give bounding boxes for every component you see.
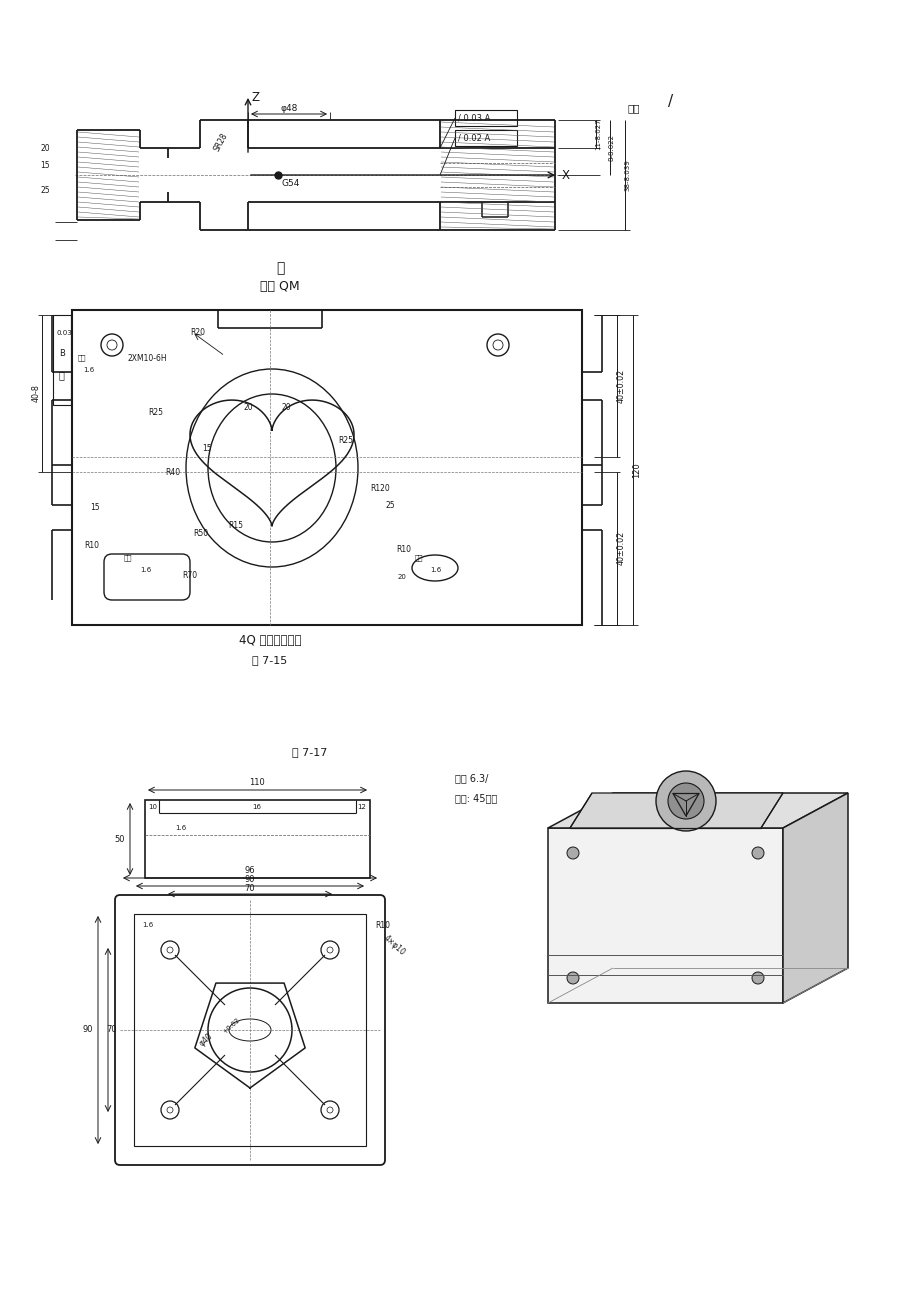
- Polygon shape: [548, 794, 847, 827]
- Text: R10: R10: [375, 921, 390, 929]
- Text: 1.6: 1.6: [83, 367, 94, 373]
- Text: ⧖: ⧖: [58, 369, 63, 380]
- Text: SR28: SR28: [211, 131, 229, 154]
- Text: R20: R20: [190, 328, 205, 337]
- Text: R120: R120: [369, 484, 390, 493]
- Text: 70: 70: [244, 883, 255, 892]
- Text: 110: 110: [249, 778, 265, 787]
- Text: /: /: [667, 94, 673, 108]
- Text: 16: 16: [252, 804, 261, 811]
- Text: 50: 50: [115, 834, 125, 843]
- Text: R40: R40: [165, 467, 180, 476]
- Text: +0.02: +0.02: [221, 1017, 241, 1036]
- Text: 其余: 其余: [628, 103, 640, 113]
- Text: 侧边: 侧边: [414, 554, 423, 561]
- Circle shape: [667, 783, 703, 820]
- Circle shape: [566, 972, 578, 984]
- Bar: [455, 130, 516, 146]
- Text: G54: G54: [282, 178, 300, 187]
- Text: 呵: 呵: [276, 262, 284, 275]
- Text: / 0.02 A: / 0.02 A: [458, 134, 490, 143]
- Text: φ40: φ40: [198, 1032, 215, 1049]
- Text: 40±0.02: 40±0.02: [616, 369, 625, 403]
- Text: 其余 6.3/: 其余 6.3/: [455, 773, 488, 783]
- Text: 15: 15: [202, 444, 211, 453]
- Text: 20: 20: [244, 402, 254, 411]
- Bar: [53, 315, 71, 405]
- Text: 材料: 45锐件: 材料: 45锐件: [455, 794, 496, 803]
- Text: 90: 90: [244, 874, 255, 883]
- Text: 10: 10: [148, 804, 157, 811]
- Text: 120: 120: [632, 462, 641, 477]
- Text: 15: 15: [90, 502, 99, 511]
- Text: R15: R15: [228, 520, 243, 530]
- Text: 70: 70: [107, 1025, 118, 1034]
- Text: 96: 96: [244, 865, 255, 874]
- Text: X: X: [562, 169, 570, 182]
- Text: 8-8.022: 8-8.022: [608, 134, 614, 160]
- Text: 11-8.027: 11-8.027: [595, 118, 600, 150]
- Text: 屋吐 QM: 屋吐 QM: [260, 280, 300, 293]
- Text: 侧边: 侧边: [78, 355, 86, 362]
- Circle shape: [566, 847, 578, 859]
- Text: 90: 90: [83, 1025, 93, 1034]
- Text: φ48: φ48: [280, 104, 298, 112]
- Text: 侧边: 侧边: [124, 554, 132, 561]
- Text: 1.6: 1.6: [175, 825, 186, 831]
- Text: / 0.03 A: / 0.03 A: [458, 113, 490, 122]
- Polygon shape: [548, 827, 782, 1003]
- Bar: [72, 310, 582, 624]
- Bar: [145, 800, 369, 878]
- Text: 0.03: 0.03: [57, 330, 73, 336]
- Text: 4Q 切底上明」而: 4Q 切底上明」而: [239, 634, 301, 647]
- Text: 40-8: 40-8: [31, 384, 40, 402]
- Text: R50: R50: [193, 528, 208, 537]
- Text: 图 7-17: 图 7-17: [292, 747, 327, 757]
- Circle shape: [655, 771, 715, 831]
- Circle shape: [751, 972, 763, 984]
- Text: 15: 15: [40, 160, 50, 169]
- Text: 20: 20: [282, 402, 291, 411]
- Text: 25: 25: [386, 501, 395, 510]
- Circle shape: [751, 847, 763, 859]
- Text: 20: 20: [398, 574, 406, 580]
- Text: 1.6: 1.6: [142, 922, 153, 928]
- Text: 25: 25: [40, 186, 50, 195]
- Text: B: B: [59, 349, 65, 358]
- Text: 2XM10-6H: 2XM10-6H: [128, 354, 167, 363]
- Text: R25: R25: [148, 407, 163, 416]
- Polygon shape: [782, 794, 847, 1003]
- Bar: [455, 111, 516, 126]
- Text: Z: Z: [252, 91, 260, 104]
- Text: 4×φ10: 4×φ10: [381, 933, 407, 958]
- Polygon shape: [570, 794, 782, 827]
- Text: 38-8.039: 38-8.039: [623, 159, 630, 191]
- Text: R10: R10: [84, 540, 99, 549]
- Text: R25: R25: [337, 436, 353, 445]
- Text: 20: 20: [40, 143, 50, 152]
- Bar: [134, 915, 366, 1146]
- Text: 40±0.02: 40±0.02: [616, 531, 625, 565]
- Text: 图 7-15: 图 7-15: [252, 654, 288, 665]
- Text: 12: 12: [357, 804, 366, 811]
- Text: R10: R10: [395, 545, 411, 553]
- Text: 1.6: 1.6: [429, 567, 441, 572]
- Text: R70: R70: [182, 571, 197, 579]
- Text: 1.6: 1.6: [140, 567, 151, 572]
